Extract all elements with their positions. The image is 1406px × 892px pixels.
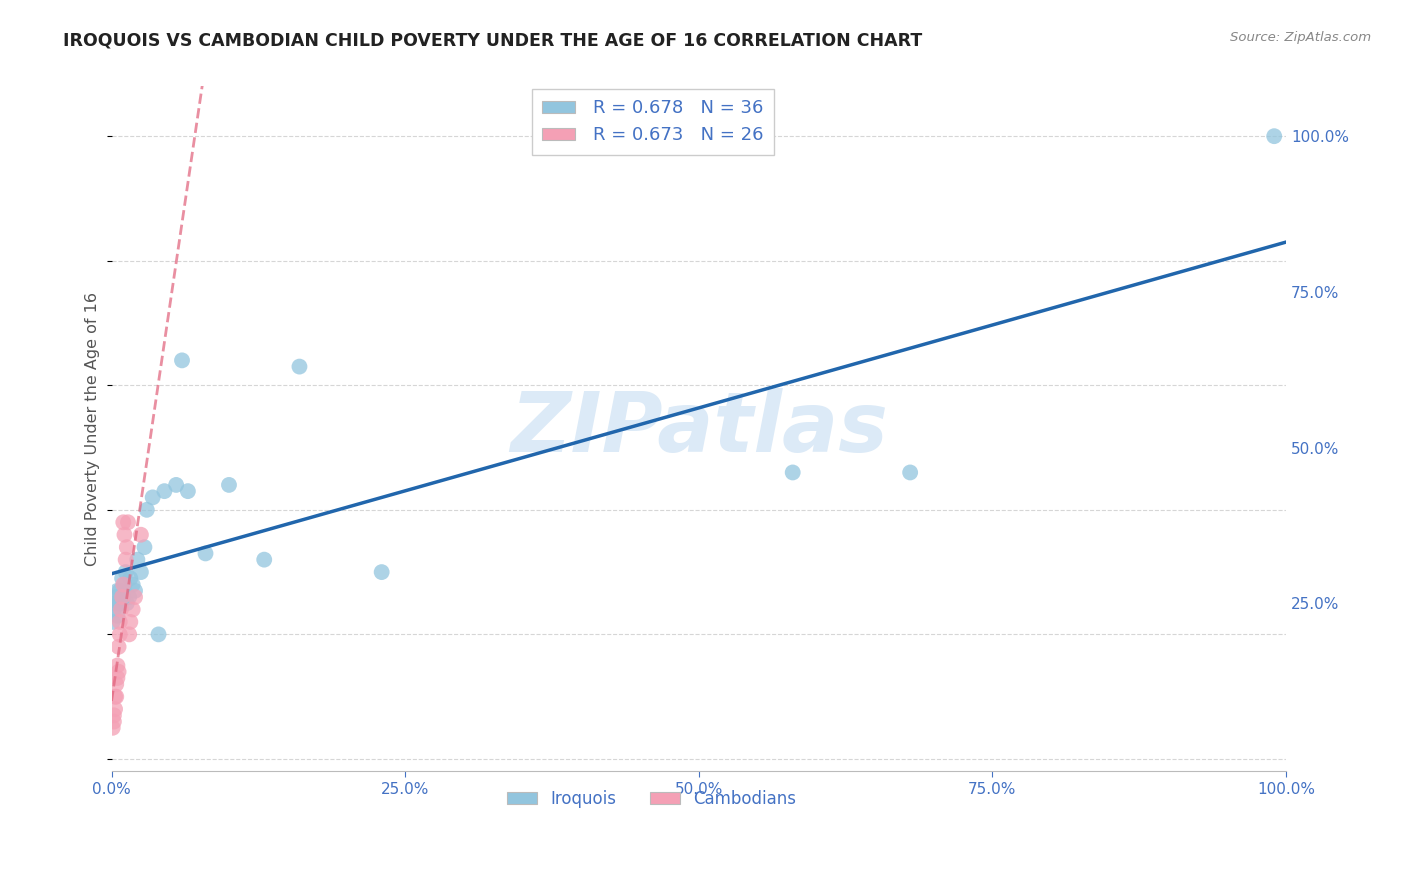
Point bbox=[114, 552, 136, 566]
Point bbox=[107, 583, 129, 598]
Point bbox=[111, 571, 134, 585]
Point bbox=[108, 615, 131, 629]
Point bbox=[111, 590, 134, 604]
Point bbox=[153, 484, 176, 499]
Point bbox=[110, 602, 132, 616]
Point bbox=[108, 583, 131, 598]
Point bbox=[101, 721, 124, 735]
Point bbox=[107, 596, 129, 610]
Point bbox=[107, 608, 129, 623]
Point bbox=[142, 491, 165, 505]
Text: IROQUOIS VS CAMBODIAN CHILD POVERTY UNDER THE AGE OF 16 CORRELATION CHART: IROQUOIS VS CAMBODIAN CHILD POVERTY UNDE… bbox=[63, 31, 922, 49]
Point bbox=[114, 527, 136, 541]
Point bbox=[103, 602, 125, 616]
Point bbox=[288, 359, 311, 374]
Point bbox=[104, 702, 127, 716]
Point bbox=[105, 677, 128, 691]
Point bbox=[117, 516, 139, 530]
Point bbox=[115, 596, 138, 610]
Point bbox=[1263, 129, 1285, 144]
Y-axis label: Child Poverty Under the Age of 16: Child Poverty Under the Age of 16 bbox=[86, 292, 100, 566]
Point bbox=[134, 540, 156, 554]
Point bbox=[124, 590, 146, 604]
Point bbox=[177, 484, 200, 499]
Point bbox=[115, 540, 138, 554]
Point bbox=[127, 552, 149, 566]
Point bbox=[118, 590, 141, 604]
Point bbox=[782, 466, 804, 480]
Point bbox=[253, 552, 276, 566]
Point bbox=[218, 478, 240, 492]
Legend: Iroquois, Cambodians: Iroquois, Cambodians bbox=[501, 783, 803, 814]
Point bbox=[194, 546, 217, 560]
Point bbox=[112, 577, 135, 591]
Point bbox=[108, 627, 131, 641]
Point bbox=[107, 658, 129, 673]
Point bbox=[105, 590, 128, 604]
Point bbox=[107, 665, 129, 679]
Point bbox=[110, 596, 132, 610]
Point bbox=[107, 671, 129, 685]
Point bbox=[129, 565, 152, 579]
Point bbox=[104, 690, 127, 704]
Point bbox=[135, 503, 157, 517]
Point bbox=[103, 708, 125, 723]
Point bbox=[112, 590, 135, 604]
Point bbox=[118, 627, 141, 641]
Point bbox=[120, 615, 142, 629]
Point bbox=[103, 714, 125, 729]
Point bbox=[148, 627, 170, 641]
Point bbox=[101, 615, 124, 629]
Point bbox=[170, 353, 193, 368]
Point bbox=[370, 565, 392, 579]
Point bbox=[105, 690, 128, 704]
Point bbox=[124, 583, 146, 598]
Point bbox=[120, 571, 142, 585]
Text: Source: ZipAtlas.com: Source: ZipAtlas.com bbox=[1230, 31, 1371, 45]
Point bbox=[114, 565, 136, 579]
Point bbox=[104, 596, 127, 610]
Point bbox=[165, 478, 187, 492]
Point bbox=[129, 527, 152, 541]
Point bbox=[898, 466, 921, 480]
Point bbox=[121, 577, 143, 591]
Point bbox=[107, 640, 129, 654]
Point bbox=[112, 516, 135, 530]
Text: ZIPatlas: ZIPatlas bbox=[510, 388, 887, 469]
Point bbox=[121, 602, 143, 616]
Point bbox=[114, 577, 136, 591]
